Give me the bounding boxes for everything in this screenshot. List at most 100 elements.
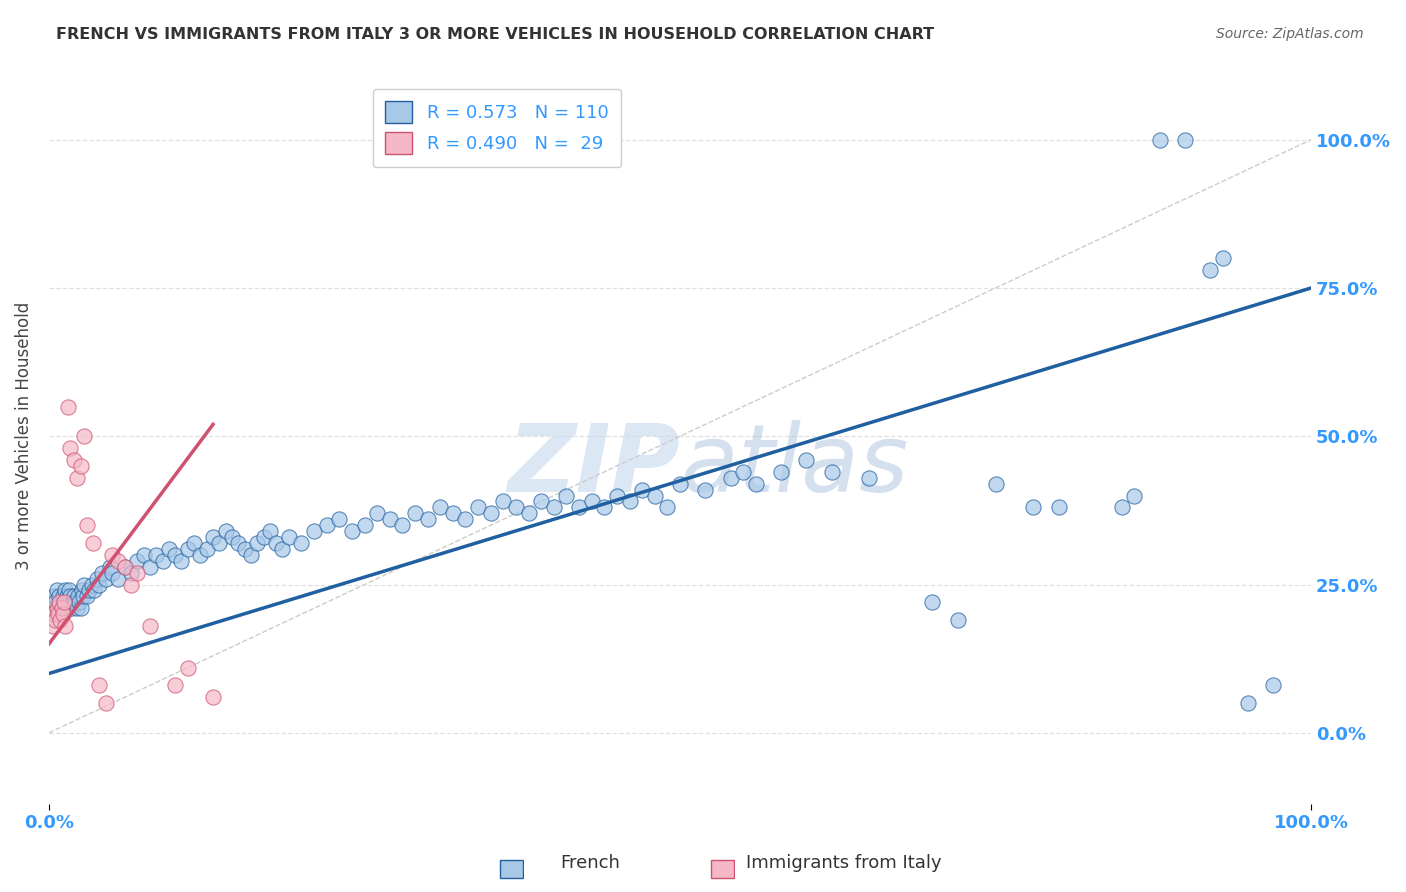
Point xyxy=(139,559,162,574)
Point xyxy=(1174,133,1197,147)
Text: Immigrants from Italy: Immigrants from Italy xyxy=(745,855,942,872)
Point xyxy=(366,507,388,521)
Point xyxy=(94,696,117,710)
Point xyxy=(55,583,77,598)
Point xyxy=(264,536,287,550)
Point xyxy=(58,583,80,598)
Point xyxy=(259,524,281,538)
Point xyxy=(593,500,616,515)
Point xyxy=(48,590,70,604)
Point xyxy=(48,595,70,609)
FancyBboxPatch shape xyxy=(501,860,523,878)
Point xyxy=(72,590,94,604)
Point xyxy=(89,577,111,591)
Point xyxy=(1022,500,1045,515)
Point xyxy=(302,524,325,538)
Point xyxy=(858,471,880,485)
Point xyxy=(80,577,103,591)
Point xyxy=(290,536,312,550)
Point xyxy=(46,607,69,622)
Point xyxy=(51,601,73,615)
Point xyxy=(195,541,218,556)
Point xyxy=(239,548,262,562)
Point xyxy=(79,583,101,598)
Point xyxy=(252,530,274,544)
Point xyxy=(733,465,755,479)
Point xyxy=(132,548,155,562)
Point xyxy=(208,536,231,550)
Point xyxy=(55,590,77,604)
Point xyxy=(1123,489,1146,503)
Point xyxy=(98,559,121,574)
Point xyxy=(86,572,108,586)
Point xyxy=(114,559,136,574)
Text: atlas: atlas xyxy=(681,420,908,511)
Point xyxy=(543,500,565,515)
Y-axis label: 3 or more Vehicles in Household: 3 or more Vehicles in Household xyxy=(15,302,32,570)
Point xyxy=(177,541,200,556)
Point xyxy=(454,512,477,526)
Text: French: French xyxy=(561,855,620,872)
Point xyxy=(1263,678,1285,692)
Legend: R = 0.573   N = 110, R = 0.490   N =  29: R = 0.573 N = 110, R = 0.490 N = 29 xyxy=(373,88,621,167)
Point xyxy=(46,601,69,615)
Point xyxy=(441,507,464,521)
Point xyxy=(59,441,82,455)
Point xyxy=(391,518,413,533)
Text: Source: ZipAtlas.com: Source: ZipAtlas.com xyxy=(1216,27,1364,41)
Point xyxy=(644,489,666,503)
Point xyxy=(404,507,426,521)
Point xyxy=(492,494,515,508)
Point xyxy=(76,590,98,604)
Point xyxy=(221,530,243,544)
Point xyxy=(152,554,174,568)
Point xyxy=(127,566,149,580)
Point xyxy=(107,554,129,568)
Point xyxy=(53,595,76,609)
Point xyxy=(183,536,205,550)
Point xyxy=(378,512,401,526)
Point xyxy=(505,500,527,515)
Point xyxy=(120,577,142,591)
Point xyxy=(467,500,489,515)
Point xyxy=(49,595,72,609)
Point xyxy=(91,566,114,580)
Point xyxy=(568,500,591,515)
Point xyxy=(429,500,451,515)
Point xyxy=(66,590,89,604)
Point xyxy=(42,601,65,615)
Point xyxy=(139,619,162,633)
Point xyxy=(190,548,212,562)
Point xyxy=(745,476,768,491)
Point xyxy=(1237,696,1260,710)
Point xyxy=(946,613,969,627)
Point xyxy=(66,601,89,615)
Point xyxy=(669,476,692,491)
Point xyxy=(202,690,225,705)
Point xyxy=(44,595,66,609)
Point xyxy=(62,595,84,609)
Point xyxy=(73,577,96,591)
Point xyxy=(55,619,77,633)
Text: ZIP: ZIP xyxy=(508,419,681,512)
Point xyxy=(170,554,193,568)
Point xyxy=(530,494,553,508)
Point xyxy=(56,400,79,414)
Point xyxy=(720,471,742,485)
Point xyxy=(340,524,363,538)
Point xyxy=(145,548,167,562)
Point xyxy=(49,613,72,627)
Point xyxy=(215,524,238,538)
Point xyxy=(165,548,187,562)
Point xyxy=(41,595,63,609)
Point xyxy=(53,595,76,609)
Point xyxy=(631,483,654,497)
Point xyxy=(56,595,79,609)
Point xyxy=(114,559,136,574)
Point xyxy=(246,536,269,550)
Point xyxy=(69,458,91,473)
Point xyxy=(555,489,578,503)
Point xyxy=(83,583,105,598)
Point xyxy=(271,541,294,556)
Point xyxy=(60,601,83,615)
